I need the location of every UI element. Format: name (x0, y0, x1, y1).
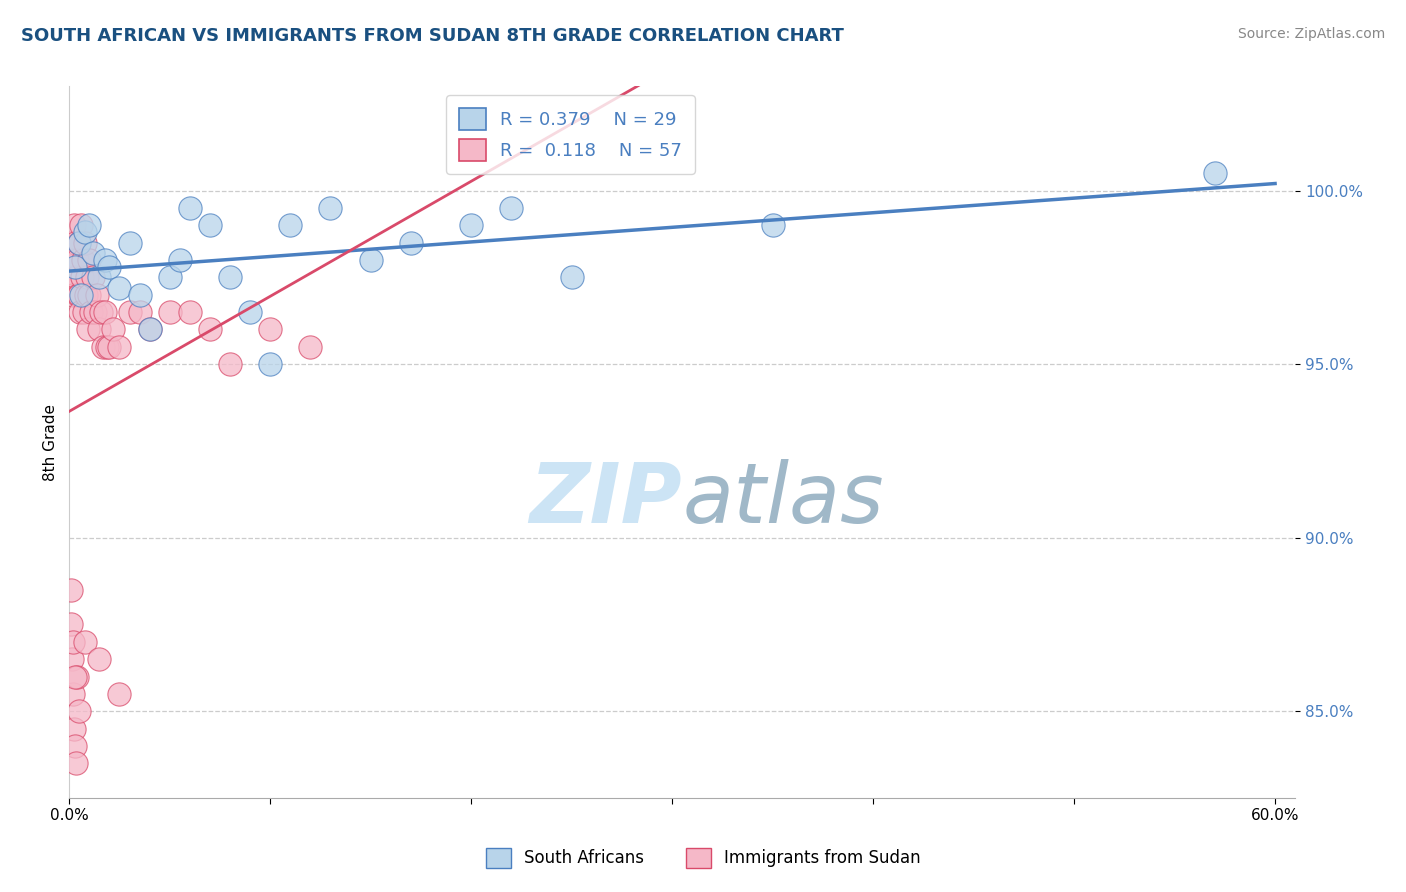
Point (89, 652, 111, 666)
Point (96, 340, 118, 354)
Point (59, 235, 82, 250)
Point (70, 287, 93, 301)
Point (65, 756, 87, 771)
Point (80, 305, 103, 319)
Text: SOUTH AFRICAN VS IMMIGRANTS FROM SUDAN 8TH GRADE CORRELATION CHART: SOUTH AFRICAN VS IMMIGRANTS FROM SUDAN 8… (21, 27, 844, 45)
Y-axis label: 8th Grade: 8th Grade (44, 404, 58, 481)
Point (72, 270, 94, 285)
Point (118, 235, 141, 250)
Point (1204, 166, 1226, 180)
Point (108, 340, 131, 354)
Point (89, 322, 111, 336)
Point (69, 305, 91, 319)
Point (84, 305, 107, 319)
Point (94, 252, 117, 267)
Point (259, 322, 281, 336)
Point (108, 281, 131, 295)
Point (66, 252, 89, 267)
Text: ZIP: ZIP (530, 458, 682, 540)
Point (169, 252, 191, 267)
Point (75, 225, 97, 239)
Point (561, 270, 583, 285)
Point (278, 218, 301, 232)
Point (159, 305, 181, 319)
Point (198, 218, 221, 232)
Point (65, 260, 87, 274)
Point (399, 235, 422, 250)
Point (93, 340, 115, 354)
Point (82, 246, 104, 260)
Point (460, 218, 482, 232)
Point (138, 322, 160, 336)
Point (79, 287, 101, 301)
Point (67, 287, 90, 301)
Point (98, 260, 121, 274)
Point (75, 635, 97, 649)
Point (72, 252, 94, 267)
Point (198, 322, 221, 336)
Point (319, 201, 342, 215)
Point (62, 687, 84, 701)
Point (65, 739, 87, 753)
Point (63, 218, 86, 232)
Point (60, 252, 83, 267)
Point (66, 669, 89, 683)
Point (77, 322, 100, 336)
Point (62, 287, 84, 301)
Point (103, 322, 125, 336)
Point (159, 270, 181, 285)
Point (67, 235, 90, 250)
Point (75, 235, 97, 250)
Point (65, 270, 87, 285)
Point (179, 201, 201, 215)
Point (108, 687, 131, 701)
Point (98, 340, 121, 354)
Point (501, 201, 523, 215)
Legend: R = 0.379    N = 29, R =  0.118    N = 57: R = 0.379 N = 29, R = 0.118 N = 57 (446, 95, 695, 174)
Point (90, 305, 112, 319)
Point (762, 218, 785, 232)
Point (239, 305, 262, 319)
Point (63, 722, 86, 736)
Point (60, 270, 83, 285)
Point (65, 669, 87, 683)
Point (79, 252, 101, 267)
Point (259, 357, 281, 371)
Text: atlas: atlas (682, 458, 884, 540)
Point (65, 235, 87, 250)
Point (89, 270, 111, 285)
Point (299, 340, 322, 354)
Point (94, 305, 117, 319)
Point (73, 305, 96, 319)
Point (75, 287, 97, 301)
Point (67, 287, 90, 301)
Point (60, 652, 83, 666)
Point (62, 635, 84, 649)
Point (60, 582, 83, 597)
Point (76, 270, 98, 285)
Text: Source: ZipAtlas.com: Source: ZipAtlas.com (1237, 27, 1385, 41)
Point (128, 305, 150, 319)
Point (60, 617, 83, 632)
Point (118, 305, 141, 319)
Point (128, 287, 150, 301)
Point (179, 305, 201, 319)
Point (86, 287, 108, 301)
Point (219, 357, 242, 371)
Point (67, 235, 90, 250)
Legend: South Africans, Immigrants from Sudan: South Africans, Immigrants from Sudan (479, 841, 927, 875)
Point (67, 704, 90, 718)
Point (70, 218, 93, 232)
Point (219, 270, 242, 285)
Point (82, 270, 104, 285)
Point (138, 322, 160, 336)
Point (79, 218, 101, 232)
Point (360, 252, 382, 267)
